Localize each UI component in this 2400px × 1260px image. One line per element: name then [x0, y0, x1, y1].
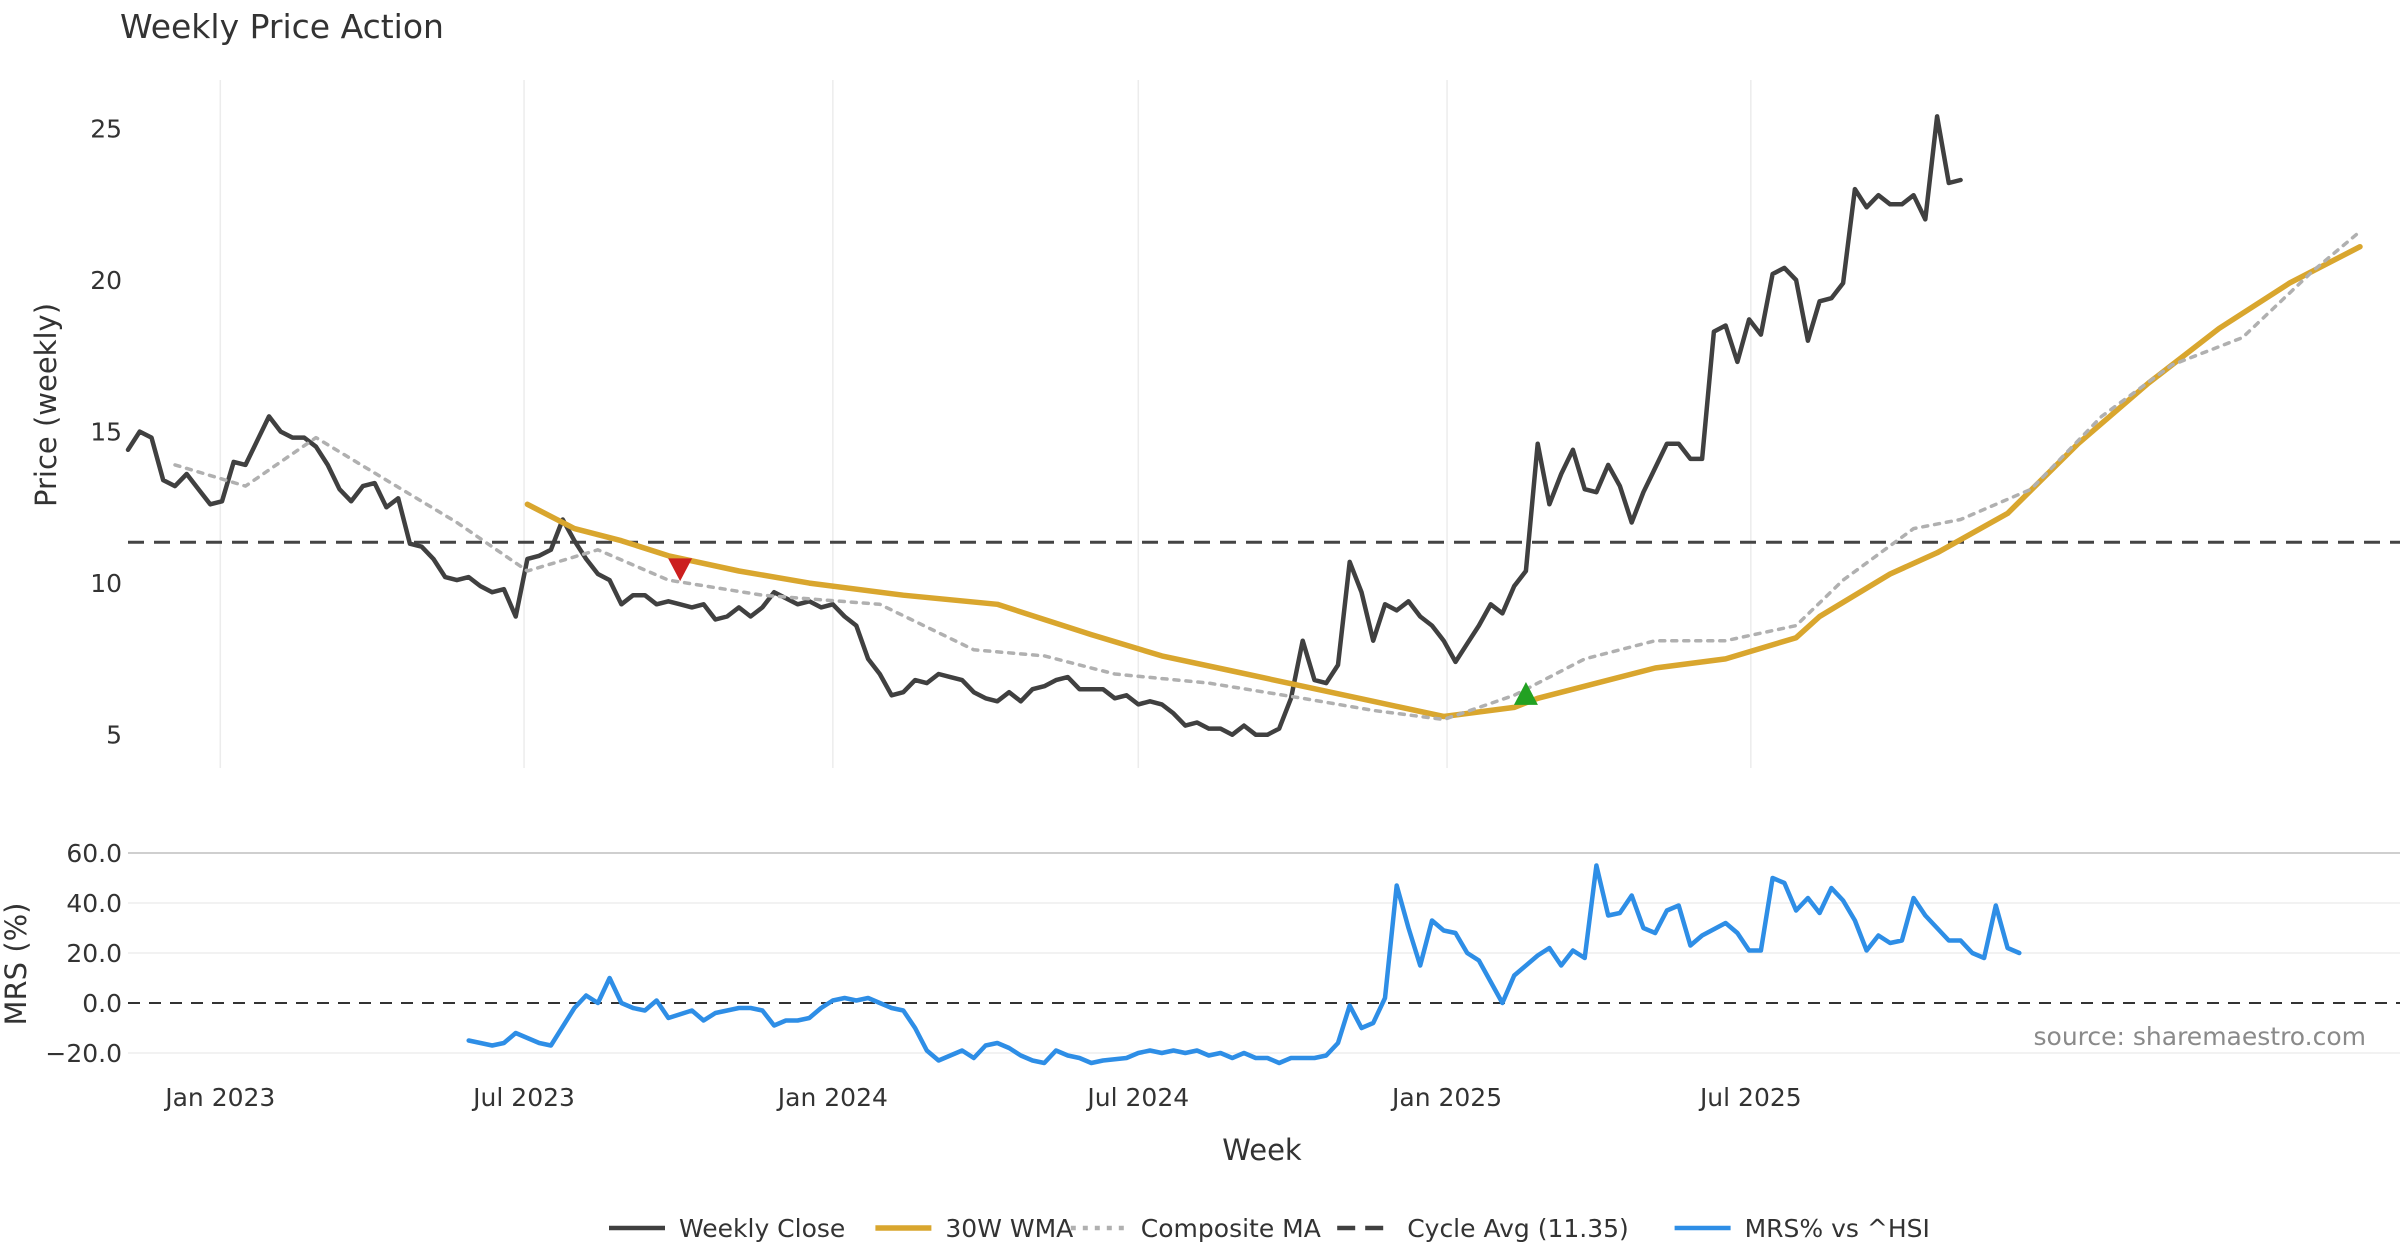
- price-y-tick-label: 5: [106, 721, 122, 750]
- marker-layer: [668, 558, 1538, 705]
- legend-label: Composite MA: [1141, 1214, 1321, 1243]
- x-tick-label: Jul 2023: [471, 1083, 575, 1112]
- legend-label: Weekly Close: [679, 1214, 845, 1243]
- weekly-close-line: [125, 114, 1963, 737]
- legend-item-composite-ma: Composite MA: [1070, 1214, 1321, 1243]
- legend-item-mrs-vs-hsi: MRS% vs ^HSI: [1674, 1214, 1930, 1243]
- mrs-y-tick-label: 20.0: [66, 939, 122, 968]
- mrs-y-axis-label: MRS (%): [0, 903, 33, 1026]
- mrs-y-tick-label: 40.0: [66, 889, 122, 918]
- legend-item-cycle-avg-11-35: Cycle Avg (11.35): [1337, 1214, 1629, 1243]
- legend-label: 30W WMA: [945, 1214, 1073, 1243]
- x-axis: Jan 2023 Jul 2023 Jan 2024 Jul 2024 Jan 2025…: [163, 1083, 1801, 1112]
- price-y-axis-label: Price (weekly): [29, 303, 63, 507]
- chart-title: Weekly Price Action: [120, 7, 444, 46]
- series-layer: [125, 114, 2363, 1066]
- buy-signal-marker: [1513, 682, 1538, 705]
- x-tick-label: Jan 2024: [776, 1083, 888, 1112]
- legend-label: Cycle Avg (11.35): [1407, 1214, 1629, 1243]
- composite-ma-line: [173, 229, 2362, 722]
- legend-item-weekly-close: Weekly Close: [609, 1214, 845, 1243]
- 30w-wma-line: [524, 243, 2363, 720]
- source-note: source: sharemaestro.com: [2034, 1022, 2367, 1051]
- mrs-y-tick-label: −20.0: [45, 1039, 122, 1068]
- sell-signal-marker: [668, 558, 693, 582]
- x-tick-label: Jan 2023: [163, 1083, 275, 1112]
- mrs-vs-hsi-line: [466, 863, 2022, 1066]
- price-axis: 5 10 15 20 25: [90, 114, 122, 749]
- mrs-axis: 60.0 40.0 20.0 0.0 −20.0: [45, 839, 122, 1068]
- price-y-tick-label: 20: [90, 266, 122, 295]
- x-tick-label: Jul 2024: [1085, 1083, 1189, 1112]
- x-tick-label: Jul 2025: [1698, 1083, 1802, 1112]
- mrs-y-tick-label: 0.0: [82, 989, 122, 1018]
- price-y-tick-label: 25: [90, 114, 122, 143]
- legend-item-30w-wma: 30W WMA: [875, 1214, 1073, 1243]
- price-y-tick-label: 10: [90, 569, 122, 598]
- mrs-y-tick-label: 60.0: [66, 839, 122, 868]
- x-axis-label: Week: [1222, 1133, 1302, 1167]
- price-y-tick-label: 15: [90, 418, 122, 447]
- legend-label: MRS% vs ^HSI: [1745, 1214, 1930, 1243]
- x-tick-label: Jan 2025: [1390, 1083, 1502, 1112]
- legend: Weekly Close 30W WMA Composite MA Cycle Avg…: [609, 1214, 1930, 1243]
